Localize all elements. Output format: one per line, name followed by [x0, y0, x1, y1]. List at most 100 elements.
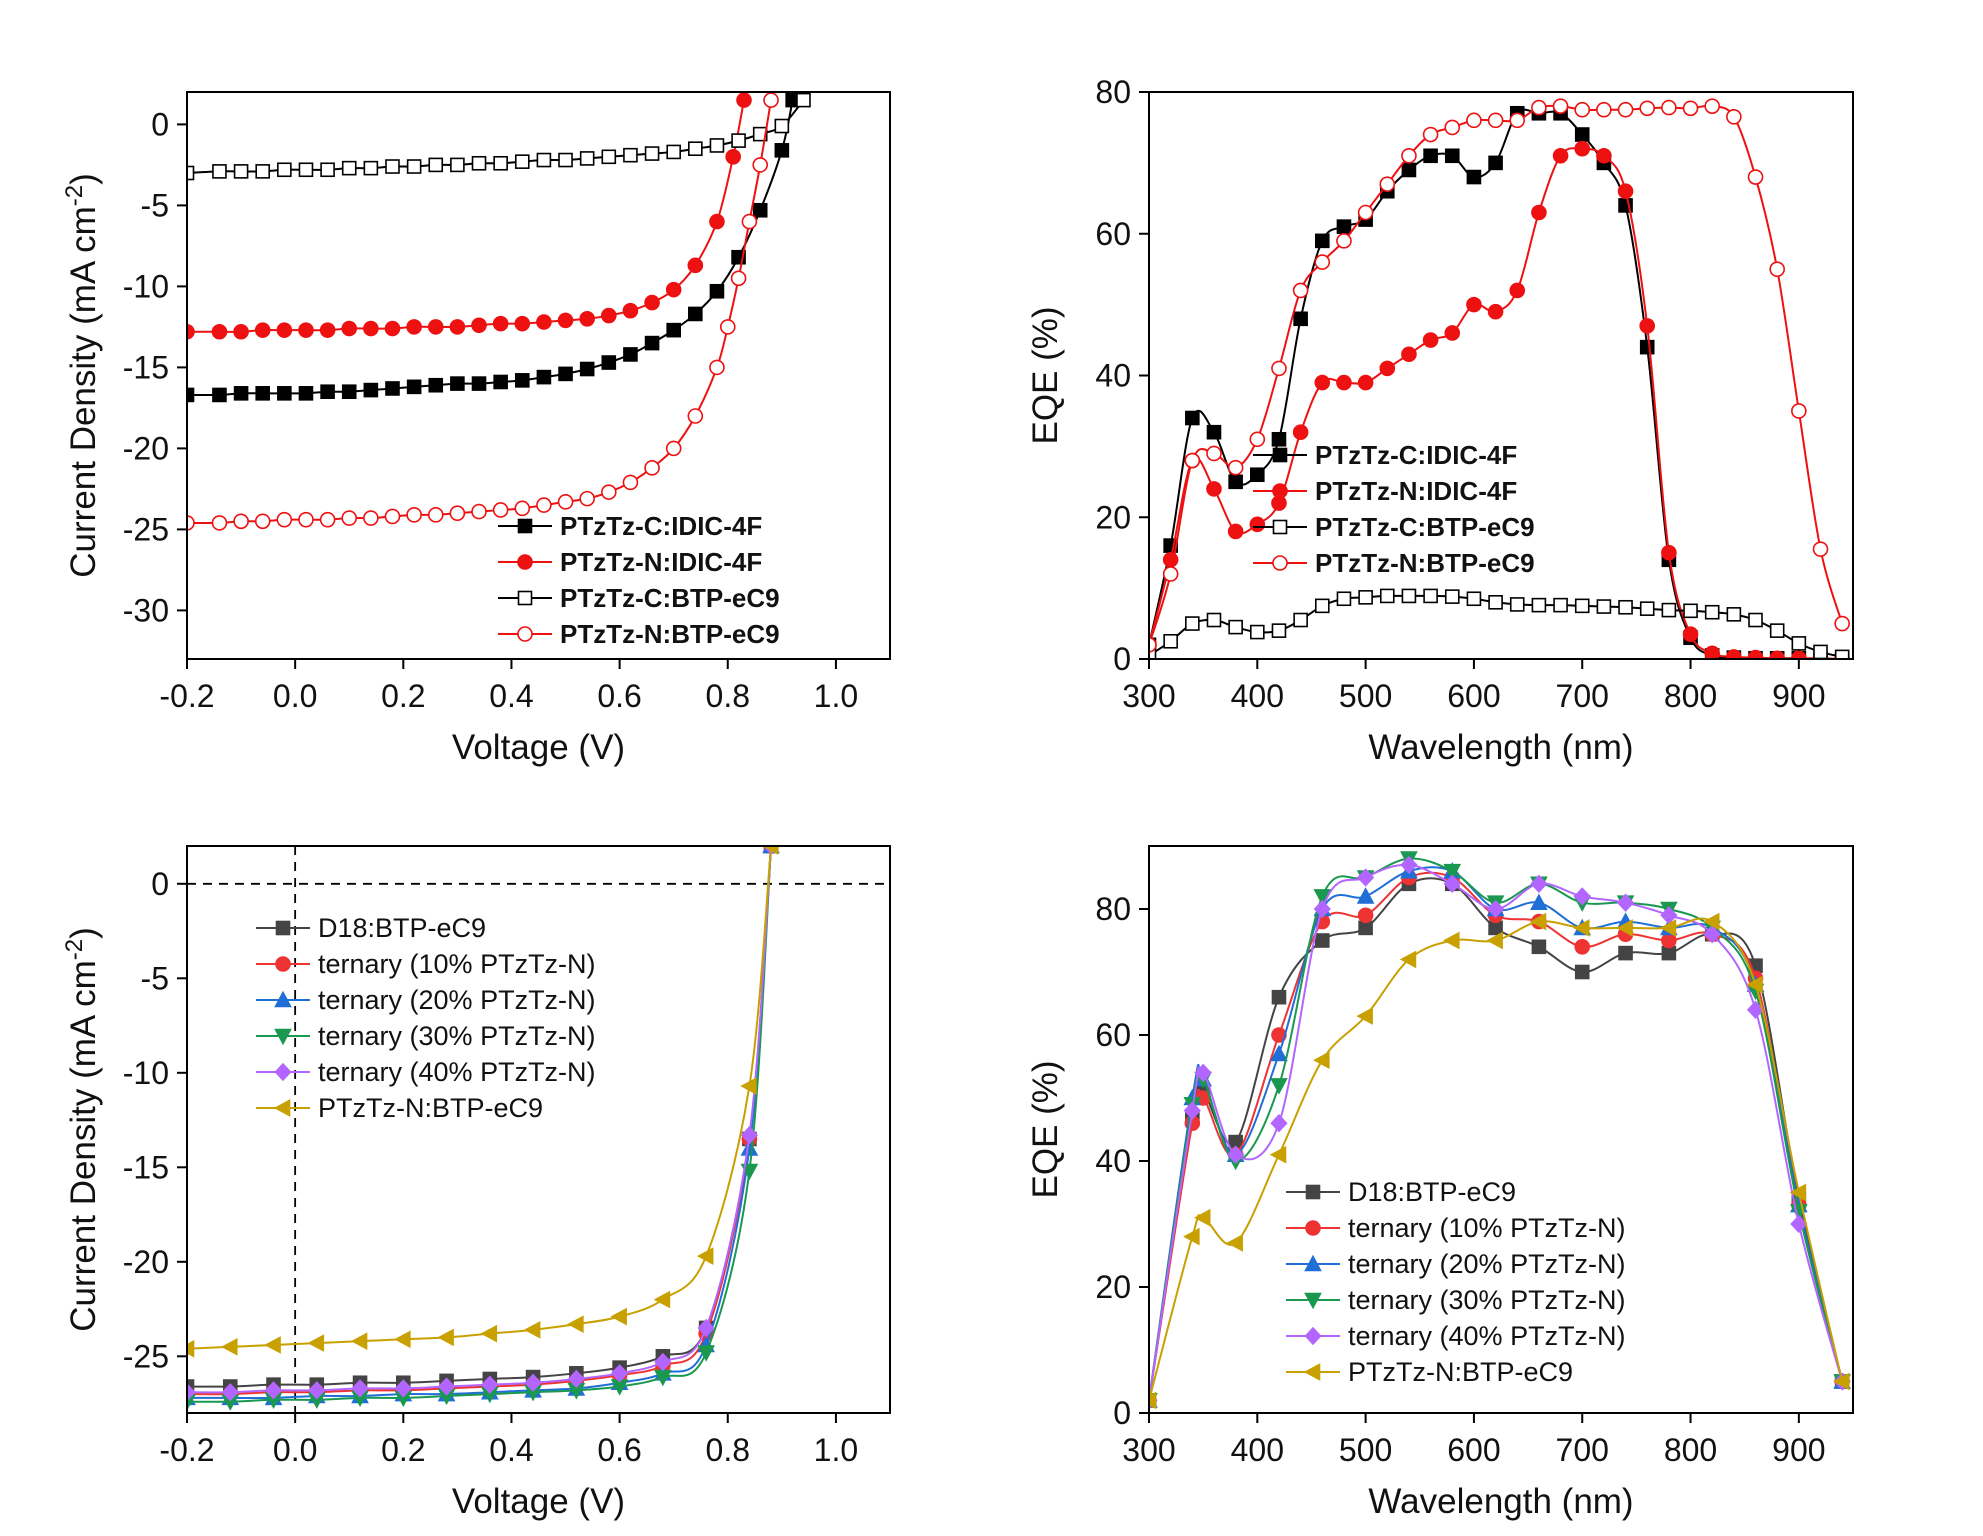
marker-c0-s3	[471, 503, 487, 520]
marker-c2-s5	[350, 1332, 368, 1351]
plot-area	[1149, 98, 1850, 659]
marker-c0-s1	[514, 315, 531, 332]
marker-c2-s4	[351, 1379, 369, 1398]
marker-c1-s3	[1531, 99, 1547, 116]
marker-c1-s2	[1813, 644, 1828, 659]
x-tick-label: 0.6	[597, 678, 641, 714]
marker-c1-s3	[1336, 233, 1352, 249]
marker-c1-s3	[1682, 100, 1699, 117]
marker-c1-s1	[1552, 147, 1569, 164]
y-tick-label: -15	[123, 349, 169, 385]
marker-c3-s4	[1194, 1063, 1212, 1082]
marker-c0-s1	[644, 294, 660, 311]
marker-c3-s5	[1832, 1372, 1850, 1391]
legend-label: ternary (20% PTzTz-N)	[1348, 1249, 1626, 1279]
marker-c3-s5	[1443, 931, 1460, 950]
marker-c0-s3	[276, 511, 293, 528]
marker-c1-s1	[1726, 649, 1742, 659]
y-tick-label: 80	[1095, 891, 1131, 927]
marker-c2-s4	[187, 1383, 196, 1402]
marker-c0-s3	[384, 508, 401, 525]
legend: D18:BTP-eC9 ternary (10% PTzTz-N) ternary …	[256, 913, 596, 1123]
marker-c1-s2	[1618, 599, 1633, 615]
x-tick-label: 1.0	[814, 1432, 858, 1468]
marker-c1-s1	[1292, 424, 1309, 441]
marker-c0-s2	[514, 154, 530, 169]
marker-c0-s2	[558, 152, 573, 168]
marker-c1-s2	[1769, 623, 1785, 638]
legend-label: ternary (10% PTzTz-N)	[1348, 1213, 1626, 1243]
marker-c0-s3	[517, 626, 533, 642]
marker-c0-s0	[709, 283, 725, 299]
marker-c3-s5	[1193, 1208, 1211, 1227]
marker-c1-s2	[1401, 588, 1417, 604]
marker-c2-s5	[273, 1099, 291, 1117]
marker-c2-s5	[480, 1324, 498, 1343]
marker-c1-s3	[1422, 126, 1439, 143]
legend-label: PTzTz-N:BTP-eC9	[1315, 548, 1535, 578]
marker-c0-s2	[644, 146, 660, 161]
marker-c0-s3	[233, 513, 249, 530]
marker-c0-s3	[719, 319, 736, 335]
legend-label: D18:BTP-eC9	[1348, 1177, 1516, 1207]
marker-c3-s0	[1618, 945, 1633, 961]
marker-c2-s5	[740, 1077, 757, 1095]
marker-c2-s4	[264, 1381, 283, 1400]
marker-c1-s3	[1747, 169, 1764, 185]
marker-c0-s2	[406, 159, 422, 174]
axes-frame	[186, 845, 891, 1414]
marker-c1-s1	[1401, 346, 1417, 363]
marker-c1-s3	[1227, 459, 1244, 476]
marker-c1-s0	[1272, 447, 1288, 463]
marker-c1-s2	[1444, 589, 1460, 604]
marker-c1-s3	[1596, 101, 1612, 118]
marker-c1-s2	[1488, 594, 1503, 610]
marker-c0-s0	[579, 361, 595, 377]
marker-c0-s2	[774, 118, 790, 134]
y-axis-label: EQE (%)	[1026, 1060, 1065, 1198]
x-tick-label: 300	[1122, 1432, 1175, 1468]
marker-c1-s3	[1812, 541, 1829, 557]
y-tick-label: 0	[151, 866, 169, 902]
marker-c1-s3	[1444, 119, 1461, 136]
axes-frame	[1148, 845, 1854, 1414]
marker-c1-s0	[1314, 233, 1330, 249]
marker-c0-s2	[796, 92, 811, 108]
marker-c0-s2	[341, 160, 357, 176]
marker-c1-s3	[1357, 204, 1374, 221]
marker-c0-s0	[688, 306, 703, 322]
x-tick-label: 500	[1339, 1432, 1392, 1468]
marker-c2-s3	[274, 1028, 292, 1046]
marker-c3-s1	[1305, 1220, 1321, 1236]
marker-c3-s4	[1746, 1000, 1765, 1019]
marker-c0-s2	[601, 149, 617, 165]
marker-c0-s3	[741, 213, 758, 230]
marker-c3-s1	[1271, 1027, 1287, 1043]
marker-c2-s5	[653, 1290, 671, 1309]
marker-c3-s3	[1304, 1292, 1322, 1310]
marker-c0-s1	[665, 281, 682, 298]
marker-c2-s4	[394, 1379, 412, 1398]
marker-c3-s4	[1400, 855, 1418, 875]
marker-c0-s3	[319, 511, 336, 528]
y-axis-label: Current Density (mA cm-2)	[61, 927, 104, 1331]
marker-c2-s5	[567, 1315, 584, 1334]
x-axis-label: Wavelength (nm)	[1368, 1482, 1633, 1521]
marker-c0-s3	[211, 515, 228, 531]
legend-label: PTzTz-N:IDIC-4F	[560, 547, 762, 577]
x-tick-label: -0.2	[159, 678, 214, 714]
marker-c1-s3	[1574, 101, 1591, 118]
marker-c0-s0	[666, 322, 681, 338]
marker-c1-s3	[1206, 445, 1222, 462]
legend: D18:BTP-eC9 ternary (10% PTzTz-N) ternary …	[1286, 1177, 1626, 1387]
marker-c1-s0	[1185, 410, 1200, 426]
y-tick-label: 0	[151, 106, 169, 142]
marker-c3-s4	[1304, 1326, 1322, 1346]
marker-c1-s1	[1747, 649, 1764, 659]
x-tick-label: 1.0	[814, 678, 858, 714]
marker-c0-s2	[709, 138, 725, 153]
marker-c3-s4	[1270, 1114, 1288, 1133]
marker-c2-s2	[740, 1139, 759, 1156]
marker-c1-s1	[1661, 544, 1677, 561]
